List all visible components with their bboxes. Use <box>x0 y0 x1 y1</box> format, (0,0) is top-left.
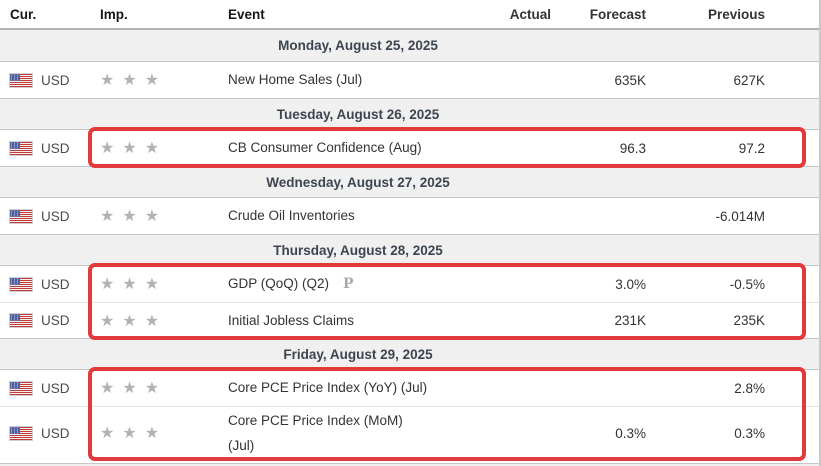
event-row[interactable]: USD ★★★ New Home Sales (Jul) 635K 627K <box>0 62 821 98</box>
column-header-importance: Imp. <box>100 6 128 22</box>
importance-cell: ★★★ <box>90 378 228 398</box>
event-name[interactable]: New Home Sales (Jul) <box>228 72 363 88</box>
next-day-row-partial <box>0 463 821 466</box>
day-label: Wednesday, August 27, 2025 <box>266 174 450 190</box>
event-row[interactable]: USD ★★★ Initial Jobless Claims 231K 235K <box>0 302 821 338</box>
previous-value: -6.014M <box>715 208 765 224</box>
importance-cell: ★★★ <box>90 274 228 294</box>
event-name[interactable]: Core PCE Price Index (YoY) (Jul) <box>228 380 428 396</box>
us-flag-icon <box>9 276 33 292</box>
previous-value: 0.3% <box>734 425 765 441</box>
currency-cell: USD <box>0 276 90 292</box>
importance-stars-icon: ★★★ <box>100 276 168 293</box>
event-name[interactable]: Crude Oil Inventories <box>228 208 355 224</box>
currency-cell: USD <box>0 380 90 396</box>
forecast-value: 3.0% <box>615 276 646 292</box>
event-cell: New Home Sales (Jul) <box>228 71 480 89</box>
importance-cell: ★★★ <box>90 138 228 158</box>
event-name-line: (Jul) <box>228 438 255 453</box>
event-cell: GDP (QoQ) (Q2) P <box>228 275 480 293</box>
column-header-actual: Actual <box>509 6 551 22</box>
importance-stars-icon: ★★★ <box>100 72 168 89</box>
previous-value: 627K <box>733 72 765 88</box>
day-label: Thursday, August 28, 2025 <box>273 242 443 258</box>
currency-cell: USD <box>0 425 90 441</box>
importance-cell: ★★★ <box>90 70 228 90</box>
day-label: Monday, August 25, 2025 <box>278 38 438 53</box>
column-header-forecast: Forecast <box>589 6 646 22</box>
importance-cell: ★★★ <box>90 311 228 331</box>
event-row[interactable]: USD ★★★ Crude Oil Inventories -6.014M <box>0 198 821 234</box>
importance-stars-icon: ★★★ <box>100 380 168 397</box>
forecast-value: 231K <box>614 313 646 328</box>
forecast-value: 635K <box>614 72 646 88</box>
event-name[interactable]: CB Consumer Confidence (Aug) <box>228 140 422 156</box>
event-row[interactable]: USD ★★★ GDP (QoQ) (Q2) P 3.0% -0.5% <box>0 266 821 302</box>
bottom-gap <box>0 459 821 463</box>
column-header-currency: Cur. <box>10 6 37 22</box>
importance-cell: ★★★ <box>90 423 228 443</box>
day-header-row: Friday, August 29, 2025 <box>0 338 821 370</box>
day-header-row: Tuesday, August 26, 2025 <box>0 98 821 130</box>
currency-label: USD <box>41 313 70 328</box>
importance-cell: ★★★ <box>90 206 228 226</box>
currency-cell: USD <box>0 208 90 224</box>
event-row[interactable]: USD ★★★ Core PCE Price Index (YoY) (Jul) 2.… <box>0 370 821 406</box>
importance-stars-icon: ★★★ <box>100 208 168 225</box>
previous-value: -0.5% <box>729 276 765 292</box>
currency-cell: USD <box>0 313 90 328</box>
event-name[interactable]: GDP (QoQ) (Q2) <box>228 276 330 292</box>
day-label: Friday, August 29, 2025 <box>283 346 433 362</box>
event-cell: CB Consumer Confidence (Aug) <box>228 139 480 157</box>
us-flag-icon <box>9 140 33 156</box>
us-flag-icon <box>9 313 33 328</box>
column-header-event: Event <box>228 6 265 22</box>
importance-stars-icon: ★★★ <box>100 312 168 330</box>
importance-stars-icon: ★★★ <box>100 140 168 157</box>
us-flag-icon <box>9 380 33 396</box>
us-flag-icon <box>9 72 33 88</box>
event-name-line: Core PCE Price Index (MoM) <box>228 413 403 428</box>
day-header-row: Monday, August 25, 2025 <box>0 30 821 62</box>
currency-cell: USD <box>0 72 90 88</box>
event-name[interactable]: Initial Jobless Claims <box>228 312 355 328</box>
event-cell: Initial Jobless Claims <box>228 312 480 330</box>
event-cell: Crude Oil Inventories <box>228 207 480 225</box>
currency-cell: USD <box>0 140 90 156</box>
us-flag-icon <box>9 208 33 224</box>
event-row[interactable]: USD ★★★ Core PCE Price Index (MoM) (Jul) 0.3… <box>0 406 821 459</box>
currency-label: USD <box>41 380 70 396</box>
previous-value: 2.8% <box>734 380 765 396</box>
event-cell: Core PCE Price Index (MoM) (Jul) <box>228 408 480 458</box>
day-header-row: Wednesday, August 27, 2025 <box>0 166 821 198</box>
currency-label: USD <box>41 140 70 156</box>
currency-label: USD <box>41 425 70 441</box>
currency-label: USD <box>41 208 70 224</box>
currency-label: USD <box>41 72 70 88</box>
table-right-border <box>819 0 821 466</box>
importance-stars-icon: ★★★ <box>100 425 168 442</box>
event-cell: Core PCE Price Index (YoY) (Jul) <box>228 379 480 397</box>
forecast-value: 96.3 <box>619 140 646 156</box>
previous-value: 235K <box>733 313 765 328</box>
day-header-row: Thursday, August 28, 2025 <box>0 234 821 266</box>
day-label: Tuesday, August 26, 2025 <box>276 106 440 122</box>
preliminary-release-icon: P <box>343 275 354 292</box>
us-flag-icon <box>9 425 33 441</box>
forecast-value: 0.3% <box>615 425 646 441</box>
currency-label: USD <box>41 276 70 292</box>
event-name[interactable]: Core PCE Price Index (MoM) (Jul) <box>228 408 403 458</box>
previous-value: 97.2 <box>738 140 765 156</box>
table-header: Cur. Imp. Event Actual Forecast Previous <box>0 0 821 30</box>
table-rows: Monday, August 25, 2025 USD ★★★ New Home Sa… <box>0 30 821 459</box>
event-row[interactable]: USD ★★★ CB Consumer Confidence (Aug) 96.3 97… <box>0 130 821 166</box>
column-header-previous: Previous <box>707 6 765 22</box>
